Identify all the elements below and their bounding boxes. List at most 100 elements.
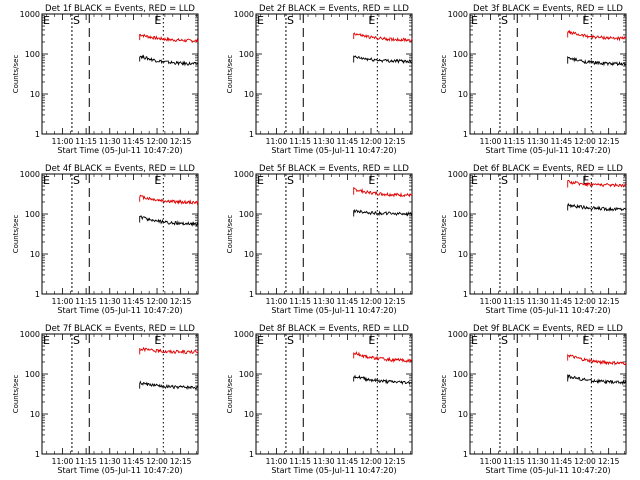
x-tick-label: 11:30 — [527, 137, 549, 146]
series-line-events — [139, 380, 199, 391]
marker-label-e-right: E — [368, 334, 375, 347]
panel-det-5: Det 5f BLACK = Events, RED = LLD 1 10 100 10… — [226, 164, 413, 315]
panel-det-6: Det 6f BLACK = Events, RED = LLD 1 10 100 10… — [440, 164, 627, 315]
y-tick-label: 100 — [239, 370, 254, 379]
x-tick-label: 12:00 — [360, 137, 382, 146]
y-tick-label: 1 — [35, 450, 40, 459]
y-axis-label: Counts/sec — [226, 375, 234, 414]
x-tick-label: 11:30 — [313, 297, 335, 306]
plot-frame — [469, 13, 627, 135]
x-tick-label: 11:15 — [503, 137, 525, 146]
x-tick-label: 12:00 — [574, 457, 596, 466]
marker-label-e-left: E — [471, 174, 478, 187]
marker-label-s: S — [287, 334, 294, 347]
y-axis-label: Counts/sec — [12, 55, 20, 94]
series-line-lld — [567, 179, 626, 188]
x-tick-label: 11:30 — [99, 457, 121, 466]
series-line-events — [567, 55, 627, 67]
marker-label-s: S — [73, 334, 80, 347]
y-axis-label: Counts/sec — [440, 215, 448, 254]
y-tick-label: 10 — [244, 250, 254, 259]
x-tick-label: 11:30 — [313, 457, 335, 466]
x-tick-label: 12:15 — [384, 137, 406, 146]
panel-title: Det 2f BLACK = Events, RED = LLD — [259, 4, 409, 14]
y-tick-label: 100 — [453, 370, 468, 379]
panel-title: Det 9f BLACK = Events, RED = LLD — [473, 324, 623, 334]
y-tick-label: 10 — [30, 250, 40, 259]
y-tick-label: 1000 — [20, 10, 40, 19]
x-tick-label: 11:00 — [52, 457, 74, 466]
y-tick-label: 1 — [463, 130, 468, 139]
series-line-lld — [139, 33, 199, 44]
y-tick-label: 1 — [35, 130, 40, 139]
marker-label-e-left: E — [257, 174, 264, 187]
x-tick-label: 12:15 — [170, 457, 192, 466]
y-tick-label: 100 — [25, 210, 40, 219]
y-tick-label: 1 — [249, 290, 254, 299]
panel-det-2: Det 2f BLACK = Events, RED = LLD 1 10 100 10… — [226, 4, 413, 155]
x-tick-label: 12:15 — [598, 457, 620, 466]
x-tick-label: 12:00 — [146, 137, 168, 146]
x-tick-label: 11:15 — [503, 457, 525, 466]
x-tick-label: 11:45 — [123, 297, 145, 306]
y-tick-label: 10 — [244, 90, 254, 99]
y-axis-label: Counts/sec — [12, 215, 20, 254]
marker-label-e-right: E — [582, 174, 589, 187]
marker-label-e-left: E — [471, 14, 478, 27]
x-tick-label: 11:30 — [313, 137, 335, 146]
marker-label-e-left: E — [43, 174, 50, 187]
y-tick-label: 10 — [30, 410, 40, 419]
panel-det-1: Det 1f BLACK = Events, RED = LLD 1 10 100 10… — [12, 4, 199, 155]
x-tick-label: 12:15 — [384, 297, 406, 306]
panel-title: Det 4f BLACK = Events, RED = LLD — [45, 164, 195, 174]
y-tick-label: 100 — [453, 210, 468, 219]
x-axis-label: Start Time (05-Jul-11 10:47:20) — [271, 466, 396, 475]
x-tick-label: 12:00 — [574, 297, 596, 306]
series-line-events — [567, 374, 627, 386]
x-tick-label: 11:15 — [289, 457, 311, 466]
y-tick-label: 100 — [25, 50, 40, 59]
x-axis-label: Start Time (05-Jul-11 10:47:20) — [485, 146, 610, 155]
x-tick-label: 11:00 — [266, 137, 288, 146]
x-tick-label: 11:45 — [551, 137, 573, 146]
panel-title: Det 3f BLACK = Events, RED = LLD — [473, 4, 623, 14]
x-axis-label: Start Time (05-Jul-11 10:47:20) — [57, 466, 182, 475]
x-tick-label: 11:45 — [123, 137, 145, 146]
y-tick-label: 1000 — [448, 330, 468, 339]
marker-label-s: S — [73, 14, 80, 27]
y-tick-label: 10 — [244, 410, 254, 419]
plot-frame — [255, 173, 413, 295]
series-line-events — [353, 209, 413, 217]
y-tick-label: 1 — [463, 290, 468, 299]
x-tick-label: 11:45 — [337, 457, 359, 466]
y-tick-label: 1 — [249, 130, 254, 139]
marker-label-e-right: E — [154, 14, 161, 27]
series-line-lld — [139, 194, 199, 206]
y-axis-label: Counts/sec — [440, 375, 448, 414]
y-axis-label: Counts/sec — [12, 375, 20, 414]
marker-label-e-right: E — [368, 174, 375, 187]
marker-label-s: S — [73, 174, 80, 187]
marker-label-e-left: E — [257, 14, 264, 27]
series-line-lld — [567, 29, 627, 42]
y-tick-label: 1 — [463, 450, 468, 459]
marker-label-s: S — [287, 174, 294, 187]
x-tick-label: 12:00 — [360, 297, 382, 306]
plot-frame — [255, 13, 413, 135]
series-line-lld — [353, 32, 413, 43]
series-line-events — [353, 374, 413, 386]
x-tick-label: 11:45 — [337, 297, 359, 306]
x-tick-label: 11:15 — [289, 297, 311, 306]
marker-label-e-left: E — [257, 334, 264, 347]
x-tick-label: 11:00 — [480, 297, 502, 306]
y-tick-label: 1 — [249, 450, 254, 459]
x-tick-label: 11:45 — [337, 137, 359, 146]
x-tick-label: 11:30 — [527, 297, 549, 306]
marker-label-e-right: E — [368, 14, 375, 27]
marker-label-s: S — [501, 334, 508, 347]
x-tick-label: 12:15 — [170, 137, 192, 146]
y-tick-label: 10 — [30, 90, 40, 99]
x-tick-label: 11:00 — [52, 137, 74, 146]
marker-label-e-right: E — [154, 334, 161, 347]
